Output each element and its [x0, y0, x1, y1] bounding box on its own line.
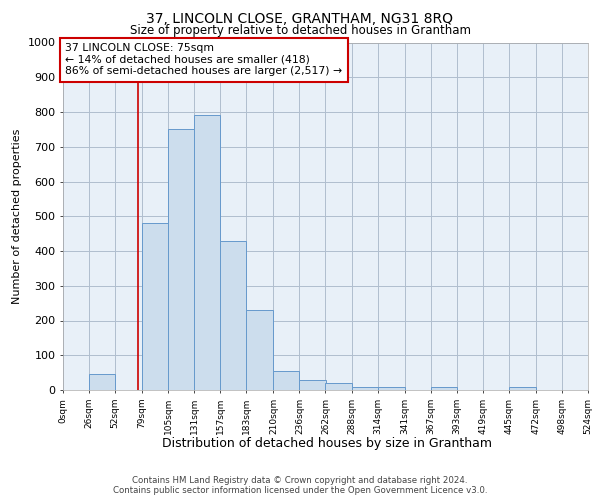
- Text: Contains HM Land Registry data © Crown copyright and database right 2024.
Contai: Contains HM Land Registry data © Crown c…: [113, 476, 487, 495]
- Bar: [274, 371, 299, 390]
- Y-axis label: Number of detached properties: Number of detached properties: [12, 128, 22, 304]
- Bar: [194, 116, 220, 390]
- Bar: [431, 387, 457, 390]
- Text: 37 LINCOLN CLOSE: 75sqm
← 14% of detached houses are smaller (418)
86% of semi-d: 37 LINCOLN CLOSE: 75sqm ← 14% of detache…: [65, 43, 342, 76]
- Bar: [377, 386, 404, 390]
- Bar: [509, 386, 536, 390]
- Text: 37, LINCOLN CLOSE, GRANTHAM, NG31 8RQ: 37, LINCOLN CLOSE, GRANTHAM, NG31 8RQ: [146, 12, 454, 26]
- Bar: [142, 223, 168, 390]
- Bar: [325, 383, 352, 390]
- Bar: [247, 310, 274, 390]
- Bar: [89, 374, 115, 390]
- Text: Size of property relative to detached houses in Grantham: Size of property relative to detached ho…: [130, 24, 470, 37]
- Bar: [299, 380, 325, 390]
- Text: Distribution of detached houses by size in Grantham: Distribution of detached houses by size …: [162, 438, 492, 450]
- Bar: [168, 130, 194, 390]
- Bar: [220, 240, 247, 390]
- Bar: [352, 386, 377, 390]
